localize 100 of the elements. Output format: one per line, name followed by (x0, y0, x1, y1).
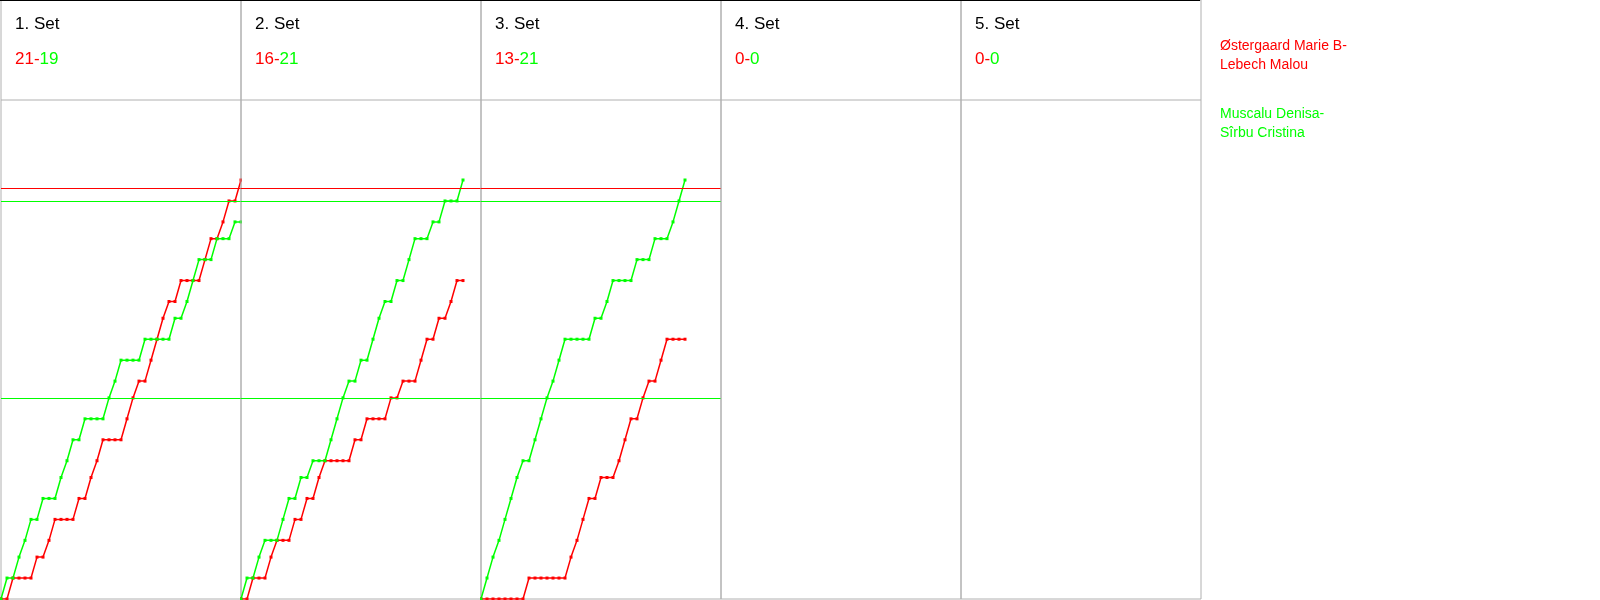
point (137, 358, 141, 362)
point (377, 316, 381, 320)
text: 21- (15, 49, 40, 68)
point (551, 576, 555, 580)
point (71, 438, 75, 442)
point (53, 517, 57, 521)
point (167, 300, 171, 304)
point (353, 438, 357, 442)
point (125, 358, 129, 362)
point (263, 576, 267, 580)
point (401, 279, 405, 283)
point (101, 417, 105, 421)
legend-label: Østergaard Marie B-Lebech Malou (1220, 36, 1348, 72)
point (341, 459, 345, 463)
point (665, 237, 669, 241)
point (683, 178, 687, 182)
point (623, 279, 627, 283)
point (143, 379, 147, 383)
point (149, 337, 153, 341)
point (65, 459, 69, 463)
point (137, 379, 141, 383)
point (425, 237, 429, 241)
point (329, 459, 333, 463)
point (377, 417, 381, 421)
point (185, 300, 189, 304)
point (71, 517, 75, 521)
point (83, 496, 87, 500)
point (293, 496, 297, 500)
point (545, 576, 549, 580)
point (647, 258, 651, 262)
point (41, 555, 45, 559)
point (599, 475, 603, 479)
point (131, 358, 135, 362)
point (245, 576, 249, 580)
point (503, 517, 507, 521)
point (59, 517, 63, 521)
point (437, 220, 441, 224)
point (563, 337, 567, 341)
point (419, 237, 423, 241)
point (35, 555, 39, 559)
point (359, 438, 363, 442)
point (77, 438, 81, 442)
point (635, 258, 639, 262)
point (305, 496, 309, 500)
point (59, 475, 63, 479)
chart-title: 2. Set (255, 14, 300, 33)
point (161, 316, 165, 320)
point (17, 576, 21, 580)
point (173, 316, 177, 320)
point (659, 358, 663, 362)
point (347, 379, 351, 383)
point (311, 496, 315, 500)
text: 0 (750, 49, 760, 68)
point (605, 300, 609, 304)
point (533, 438, 537, 442)
point (143, 337, 147, 341)
point (23, 538, 27, 542)
point (389, 300, 393, 304)
point (263, 538, 267, 542)
point (455, 279, 459, 283)
point (197, 279, 201, 283)
point (179, 316, 183, 320)
point (119, 438, 123, 442)
point (5, 576, 9, 580)
point (125, 417, 129, 421)
point (617, 459, 621, 463)
point (83, 417, 87, 421)
text: 0- (735, 49, 751, 68)
text: 4. Set (735, 14, 780, 33)
point (437, 316, 441, 320)
point (89, 417, 93, 421)
point (575, 337, 579, 341)
point (407, 258, 411, 262)
text: 16- (255, 49, 280, 68)
point (671, 337, 675, 341)
point (509, 496, 513, 500)
point (311, 459, 315, 463)
point (305, 475, 309, 479)
point (353, 379, 357, 383)
point (605, 475, 609, 479)
point (407, 379, 411, 383)
chart-title: 1. Set (15, 14, 60, 33)
point (221, 220, 225, 224)
point (677, 337, 681, 341)
point (611, 279, 615, 283)
point (557, 576, 561, 580)
chart-title: 3. Set (495, 14, 540, 33)
point (107, 438, 111, 442)
point (521, 459, 525, 463)
point (29, 517, 33, 521)
point (293, 517, 297, 521)
point (335, 459, 339, 463)
point (113, 438, 117, 442)
point (317, 475, 321, 479)
point (431, 220, 435, 224)
point (539, 417, 543, 421)
point (449, 300, 453, 304)
point (173, 300, 177, 304)
point (371, 337, 375, 341)
text: 21 (519, 49, 539, 68)
